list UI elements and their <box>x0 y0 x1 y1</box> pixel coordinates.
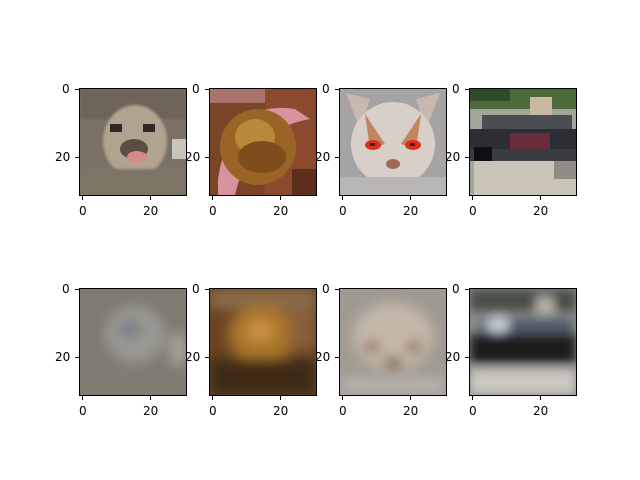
tick-mark <box>472 196 473 200</box>
tick-mark <box>472 396 473 400</box>
image-panel-top-3 <box>339 88 447 196</box>
y-tick-label: 20 <box>315 350 331 364</box>
tick-mark <box>410 396 411 400</box>
tick-mark <box>465 357 469 358</box>
y-tick-label: 0 <box>192 282 200 296</box>
reconstructed-dog-image <box>80 289 186 395</box>
tick-mark <box>205 357 209 358</box>
y-tick-label: 0 <box>192 82 200 96</box>
y-tick-label: 20 <box>445 350 461 364</box>
y-tick-label: 20 <box>55 350 71 364</box>
x-tick-label: 0 <box>469 204 477 218</box>
tick-mark <box>465 289 469 290</box>
image-panel-top-2 <box>209 88 317 196</box>
image-panel-bottom-2 <box>209 288 317 396</box>
image-panel-top-4 <box>469 88 577 196</box>
reconstructed-brown-object-image <box>210 289 316 395</box>
tick-mark <box>205 157 209 158</box>
tick-mark <box>75 89 79 90</box>
dog-image <box>80 89 186 195</box>
tick-mark <box>335 157 339 158</box>
x-tick-label: 0 <box>339 404 347 418</box>
y-tick-label: 20 <box>185 350 201 364</box>
tick-mark <box>205 289 209 290</box>
tick-mark <box>335 289 339 290</box>
car-image <box>470 89 576 195</box>
image-panel-bottom-3 <box>339 288 447 396</box>
tick-mark <box>342 196 343 200</box>
tick-mark <box>75 357 79 358</box>
tick-mark <box>465 89 469 90</box>
image-panel-top-1 <box>79 88 187 196</box>
tick-mark <box>82 196 83 200</box>
tick-mark <box>335 89 339 90</box>
tick-mark <box>280 396 281 400</box>
tick-mark <box>82 396 83 400</box>
tick-mark <box>335 357 339 358</box>
tick-mark <box>410 196 411 200</box>
y-tick-label: 0 <box>452 82 460 96</box>
tick-mark <box>150 396 151 400</box>
x-tick-label: 20 <box>273 404 289 418</box>
x-tick-label: 0 <box>339 204 347 218</box>
y-tick-label: 0 <box>322 82 330 96</box>
x-tick-label: 20 <box>403 404 419 418</box>
tick-mark <box>280 196 281 200</box>
tick-mark <box>540 396 541 400</box>
y-tick-label: 0 <box>322 282 330 296</box>
y-tick-label: 20 <box>185 150 201 164</box>
x-tick-label: 20 <box>273 204 289 218</box>
x-tick-label: 20 <box>533 404 549 418</box>
tick-mark <box>465 157 469 158</box>
tick-mark <box>75 157 79 158</box>
tick-mark <box>342 396 343 400</box>
image-panel-bottom-1 <box>79 288 187 396</box>
tick-mark <box>212 196 213 200</box>
tick-mark <box>75 289 79 290</box>
y-tick-label: 0 <box>452 282 460 296</box>
tick-mark <box>150 196 151 200</box>
image-panel-bottom-4 <box>469 288 577 396</box>
brown-object-image <box>210 89 316 195</box>
y-tick-label: 20 <box>315 150 331 164</box>
tick-mark <box>205 89 209 90</box>
cat-image <box>340 89 446 195</box>
x-tick-label: 0 <box>469 404 477 418</box>
y-tick-label: 20 <box>445 150 461 164</box>
reconstructed-car-image <box>470 289 576 395</box>
x-tick-label: 20 <box>143 204 159 218</box>
x-tick-label: 0 <box>209 204 217 218</box>
y-tick-label: 0 <box>62 282 70 296</box>
x-tick-label: 20 <box>143 404 159 418</box>
tick-mark <box>540 196 541 200</box>
x-tick-label: 0 <box>209 404 217 418</box>
x-tick-label: 20 <box>533 204 549 218</box>
x-tick-label: 0 <box>79 204 87 218</box>
tick-mark <box>212 396 213 400</box>
x-tick-label: 20 <box>403 204 419 218</box>
reconstructed-cat-image <box>340 289 446 395</box>
y-tick-label: 20 <box>55 150 71 164</box>
x-tick-label: 0 <box>79 404 87 418</box>
y-tick-label: 0 <box>62 82 70 96</box>
